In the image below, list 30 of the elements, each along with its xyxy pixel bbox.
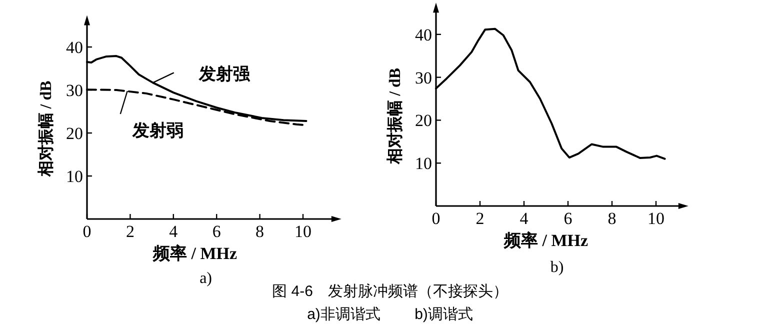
x-tick-label: 4 — [169, 222, 178, 241]
x-tick-label: 10 — [648, 209, 664, 228]
y-tick-label: 40 — [66, 38, 83, 57]
x-axis-title: 频率 / MHz — [152, 244, 238, 263]
y-tick-label: 30 — [66, 81, 83, 100]
y-tick-label: 10 — [66, 167, 83, 186]
x-tick-label: 8 — [608, 209, 616, 228]
y-tick-label: 40 — [415, 25, 432, 44]
x-tick-label: 10 — [294, 222, 312, 241]
x-tick-label: 2 — [126, 222, 134, 241]
y-tick-label: 20 — [415, 111, 432, 130]
x-tick-label: 6 — [212, 222, 221, 241]
x-tick-label: 8 — [256, 222, 264, 241]
x-tick-label: 4 — [520, 209, 529, 228]
y-tick-label: 20 — [66, 124, 83, 143]
text: a)非调谐式 b)调谐式 — [307, 306, 473, 323]
y-axis-title: 相对振幅 / dB — [37, 80, 55, 178]
caption: 图 4-6 发射脉冲频谱（不接探头） — [272, 283, 508, 300]
x-axis-title: 频率 / MHz — [502, 231, 588, 250]
x-tick-label: 6 — [564, 209, 572, 228]
x-tick-label: 2 — [476, 209, 484, 228]
y-axis-title: 相对振幅 / dB — [386, 68, 404, 165]
series-label: 发射弱 — [131, 121, 184, 140]
y-tick-label: 10 — [415, 154, 432, 174]
legend-label: 发射强 — [198, 64, 251, 84]
x-tick-label: 0 — [432, 209, 440, 228]
text: a) — [200, 270, 212, 287]
x-tick-label: 0 — [82, 222, 92, 241]
text: b) — [550, 259, 564, 276]
y-tick-label: 30 — [415, 68, 432, 88]
